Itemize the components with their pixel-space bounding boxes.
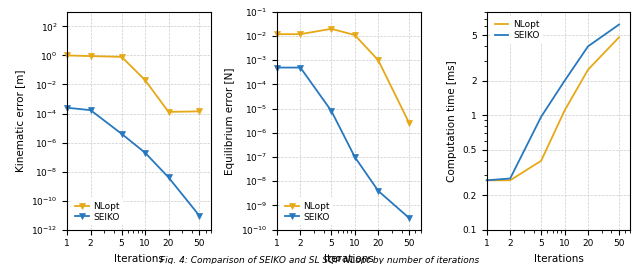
SEIKO (296, 66, 304, 69)
X-axis label: Iterations: Iterations (114, 254, 164, 264)
Line: SEIKO: SEIKO (274, 65, 412, 221)
NLopt (87, 55, 95, 58)
NLopt (164, 110, 172, 114)
X-axis label: Iterations: Iterations (324, 254, 374, 264)
NLopt (506, 179, 514, 182)
Text: Fig. 4: Comparison of SEIKO and SL SQP NLopt by number of iterations: Fig. 4: Comparison of SEIKO and SL SQP N… (161, 256, 479, 264)
SEIKO (196, 214, 204, 218)
Legend: NLopt, SEIKO: NLopt, SEIKO (282, 198, 333, 225)
Y-axis label: Kinematic error [m]: Kinematic error [m] (15, 69, 26, 172)
SEIKO (351, 155, 358, 159)
Line: NLopt: NLopt (274, 26, 412, 126)
NLopt (273, 32, 281, 36)
SEIKO (374, 189, 382, 192)
NLopt (118, 55, 125, 58)
SEIKO (561, 79, 568, 82)
NLopt (538, 159, 545, 162)
NLopt (296, 32, 304, 36)
Y-axis label: Computation time [ms]: Computation time [ms] (447, 60, 457, 182)
Legend: NLopt, SEIKO: NLopt, SEIKO (492, 16, 543, 43)
SEIKO (483, 179, 491, 182)
SEIKO (63, 106, 71, 109)
Y-axis label: Equilibrium error [N]: Equilibrium error [N] (225, 67, 236, 175)
NLopt (351, 34, 358, 37)
NLopt (196, 110, 204, 113)
NLopt (374, 59, 382, 62)
Line: NLopt: NLopt (487, 37, 619, 180)
NLopt (584, 68, 592, 71)
SEIKO (506, 177, 514, 180)
SEIKO (87, 109, 95, 112)
NLopt (483, 179, 491, 182)
NLopt (561, 109, 568, 112)
SEIKO (405, 216, 413, 220)
SEIKO (164, 176, 172, 179)
SEIKO (141, 151, 149, 154)
NLopt (63, 54, 71, 57)
SEIKO (584, 45, 592, 48)
SEIKO (538, 115, 545, 118)
NLopt (615, 36, 623, 39)
SEIKO (615, 23, 623, 26)
Legend: NLopt, SEIKO: NLopt, SEIKO (72, 198, 124, 225)
SEIKO (118, 132, 125, 135)
Line: SEIKO: SEIKO (65, 105, 202, 219)
SEIKO (273, 66, 281, 69)
X-axis label: Iterations: Iterations (534, 254, 584, 264)
NLopt (141, 78, 149, 82)
NLopt (405, 122, 413, 125)
Line: SEIKO: SEIKO (487, 25, 619, 180)
Line: NLopt: NLopt (65, 53, 202, 115)
NLopt (328, 27, 335, 30)
SEIKO (328, 110, 335, 113)
